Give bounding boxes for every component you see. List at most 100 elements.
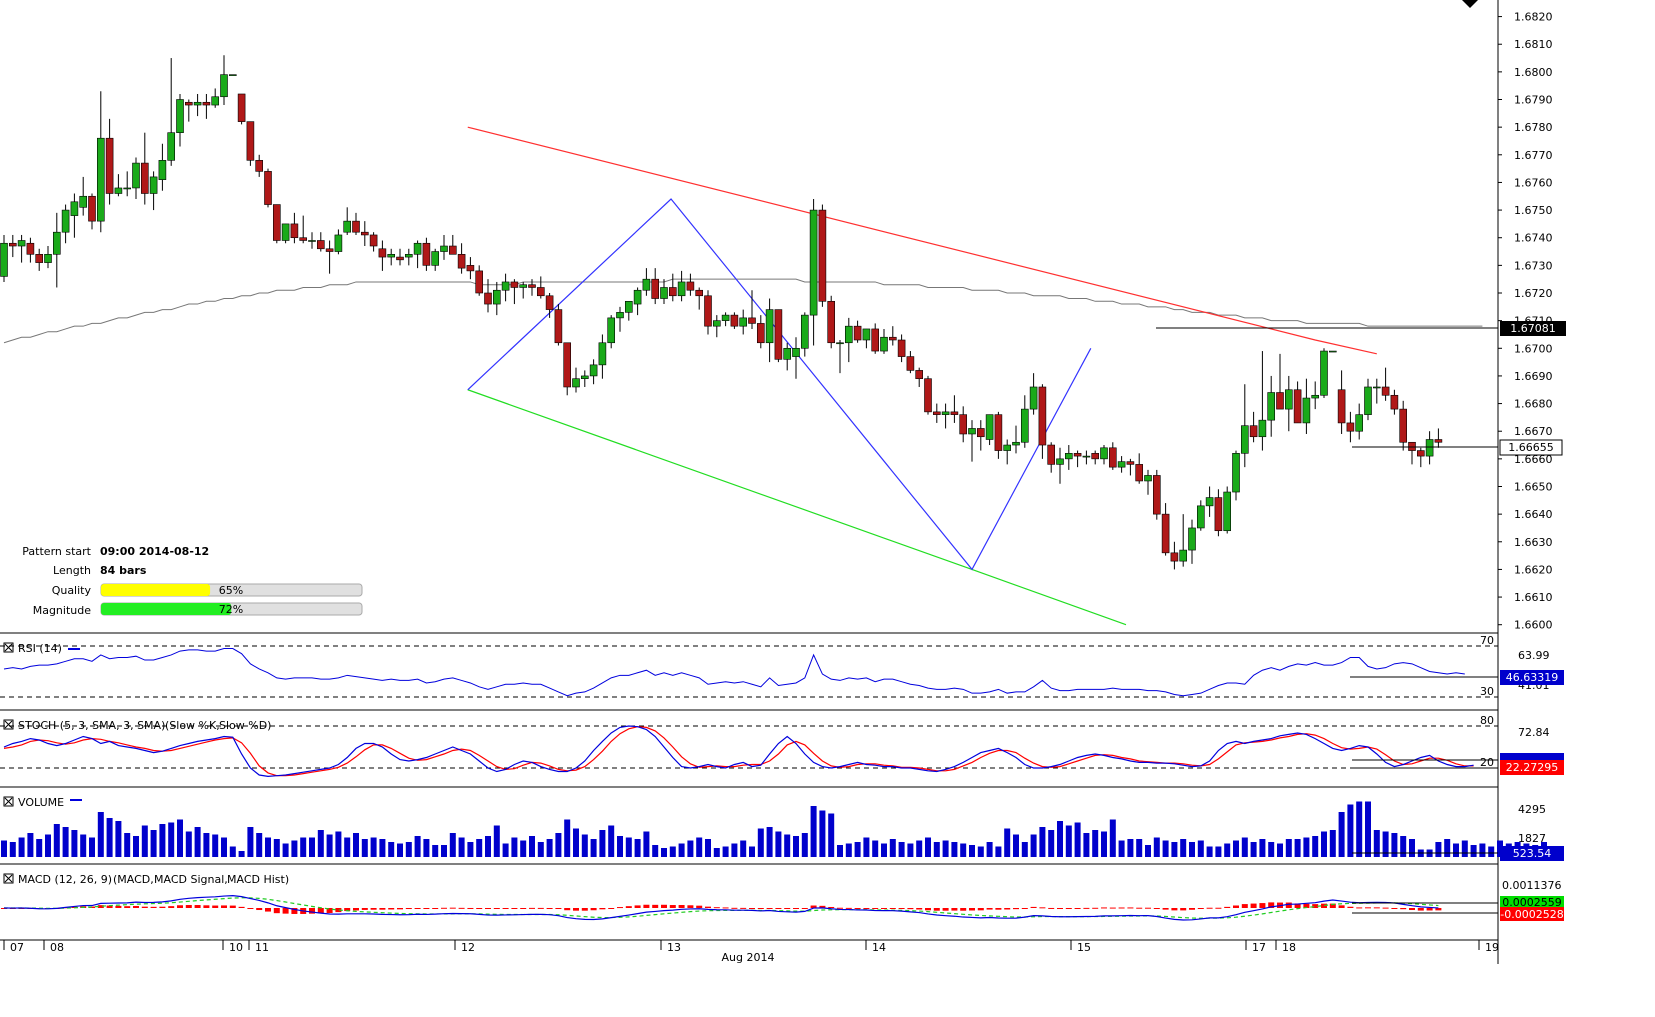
candle [1346, 411, 1355, 443]
candle [871, 323, 880, 354]
ma-value-label: 1.67081 [1510, 322, 1556, 335]
candle-body [906, 356, 915, 371]
candle [598, 334, 607, 379]
macd-hist-bar [555, 908, 562, 909]
volume-bar [397, 843, 403, 857]
candle [906, 351, 915, 374]
volume-tick-high: 4295 [1518, 803, 1546, 816]
candle-body [404, 254, 413, 258]
candle [334, 229, 343, 255]
candle-body [853, 325, 862, 341]
macd-signal-value: 0.0002559 [1502, 896, 1562, 909]
volume-bar [740, 840, 747, 857]
volume-bar [784, 834, 791, 857]
quality-value: 65% [219, 584, 243, 597]
candle [1109, 442, 1117, 470]
volume-bar [1197, 840, 1204, 857]
macd-hist-bar [1109, 907, 1116, 909]
volume-bar [458, 837, 465, 857]
volume-bar [1479, 843, 1486, 857]
macd-hist-bar [784, 908, 791, 909]
magnitude-value: 72% [219, 603, 243, 616]
candle-body [800, 314, 809, 349]
volume-bar [185, 831, 192, 857]
volume-bar [168, 822, 175, 857]
scroll-marker-icon[interactable] [1462, 0, 1478, 8]
candle-body [730, 314, 739, 327]
macd-hist-bar [1338, 905, 1345, 908]
day-label: 18 [1282, 941, 1296, 954]
volume-bar [1365, 801, 1371, 857]
magnitude-label: Magnitude [33, 604, 92, 617]
macd-hist-bar [89, 906, 95, 908]
volume-bar [1109, 819, 1116, 857]
volume-bar [1435, 842, 1442, 857]
macd-hist-bar [933, 908, 940, 911]
price-tick-label: 1.6610 [1514, 591, 1553, 604]
candle-body [563, 342, 572, 388]
candle-body [888, 336, 897, 341]
macd-hist-bar [1021, 908, 1028, 909]
candle-body [1100, 447, 1108, 460]
candle-body [528, 284, 536, 288]
day-label: 19 [1485, 941, 1499, 954]
candle-body [897, 339, 906, 357]
macd-hist-label: MACD Hist) [227, 873, 289, 886]
volume-bar [1030, 834, 1037, 857]
candle [765, 298, 774, 363]
macd-hist-bar [1074, 908, 1081, 909]
volume-bar [625, 837, 632, 857]
macd-hist-bar [502, 908, 509, 909]
volume-bar [766, 827, 773, 857]
price-tick-label: 1.6660 [1514, 453, 1553, 466]
volume-bar [916, 840, 923, 857]
candle-body [9, 242, 17, 247]
macd-hist-bar [854, 908, 861, 909]
volume-bar [141, 825, 148, 857]
macd-hist-bar [388, 908, 395, 910]
volume-bar [511, 837, 518, 857]
macd-hist-bar [599, 908, 606, 910]
macd-hist-bar [898, 908, 905, 909]
stoch-d-current-box [1500, 760, 1564, 775]
volume-bar [1338, 812, 1345, 857]
volume-bar [986, 842, 993, 857]
candle [114, 174, 123, 197]
candle [1285, 375, 1293, 432]
candle [316, 232, 325, 252]
price-tick-label: 1.6650 [1514, 480, 1553, 493]
candle [457, 243, 466, 274]
candle-body [1267, 392, 1275, 421]
macd-hist-bar [1171, 908, 1178, 911]
candle [105, 118, 114, 205]
candle-body [985, 414, 994, 440]
candle-body [457, 254, 466, 269]
candle-body [1425, 439, 1434, 457]
candle-body [968, 428, 976, 435]
candle-body [378, 248, 387, 258]
trading-chart[interactable]: 1.6820 1.6810 1.6800 1.6790 1.6780 1.6770 1.67… [0, 0, 1567, 964]
volume-bar [265, 837, 271, 857]
macd-hist-bar [1303, 903, 1310, 908]
chart-window: 1.6820 1.6810 1.6800 1.6790 1.6780 1.6770 1.67… [0, 0, 1567, 964]
volume-bar [555, 833, 562, 857]
candle [932, 403, 941, 423]
candle [994, 411, 1003, 459]
candle [123, 171, 131, 197]
candle [26, 237, 35, 263]
candle-body [783, 347, 792, 360]
macd-hist-bar [1013, 908, 1019, 910]
candle [185, 99, 193, 122]
candle [308, 232, 316, 249]
candle-body [193, 101, 202, 106]
macd-hist-bar [1356, 907, 1363, 909]
candle-body [1346, 422, 1355, 432]
macd-hist-bar [1083, 907, 1090, 909]
macd-hist-bar [1400, 908, 1407, 910]
macd-hist-bar [432, 908, 439, 909]
macd-hist-bar [740, 907, 747, 909]
candle [220, 55, 228, 106]
volume-bar [467, 842, 474, 857]
candle [1223, 486, 1231, 534]
price-tick-label: 1.6700 [1514, 342, 1553, 355]
